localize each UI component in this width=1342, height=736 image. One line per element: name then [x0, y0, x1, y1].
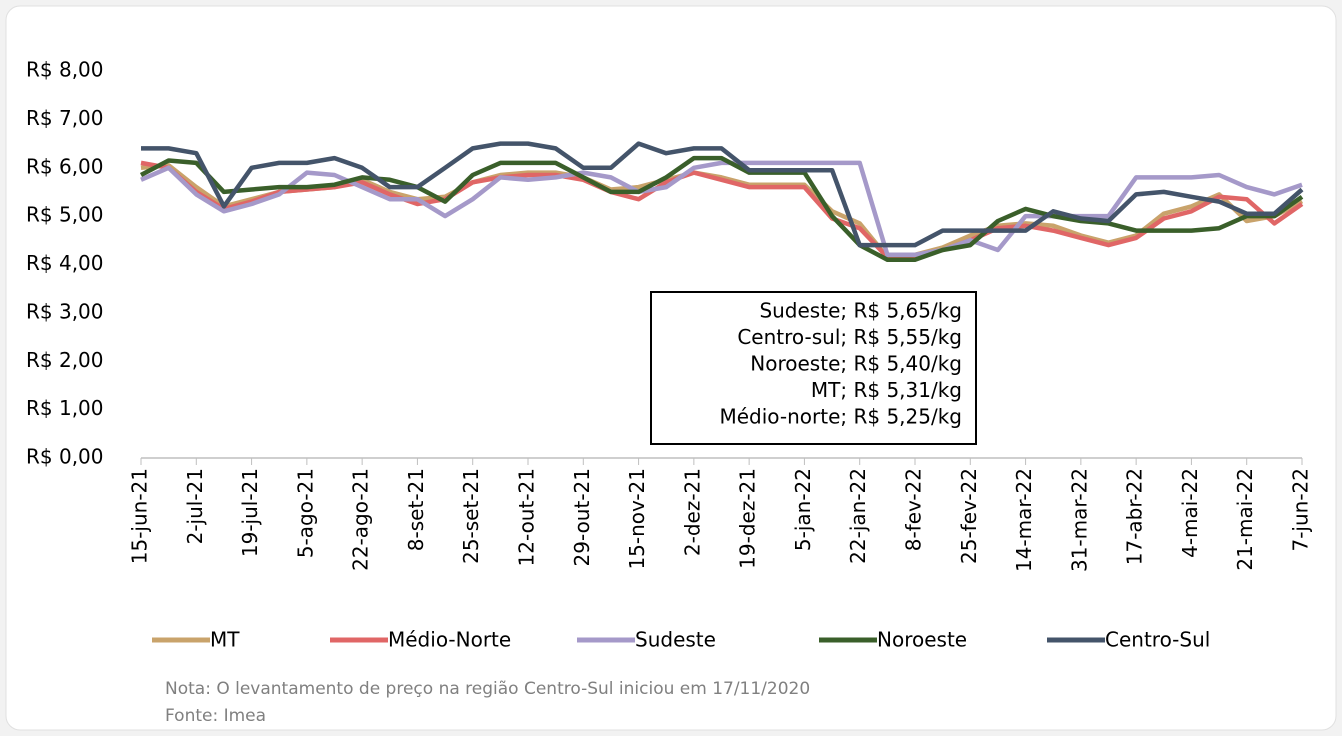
annotation-box: [650, 291, 977, 445]
x-tick-label: 8-fev-22: [902, 468, 926, 551]
x-tick-label: 25-fev-22: [957, 468, 981, 564]
x-tick-label: 2-dez-21: [680, 468, 704, 556]
y-tick-label: R$ 7,00: [26, 106, 104, 130]
x-tick-label: 4-mai-22: [1178, 468, 1202, 558]
legend-label: Médio-Norte: [388, 628, 511, 652]
x-tick-label: 5-jan-22: [791, 468, 815, 551]
note: Fonte: Imea: [165, 706, 266, 726]
legend-label: MT: [210, 628, 240, 652]
x-tick-label: 22-jan-22: [846, 468, 870, 564]
x-tick-label: 14-mar-22: [1012, 468, 1036, 572]
y-tick-label: R$ 1,00: [26, 396, 104, 420]
x-tick-label: 21-mai-22: [1233, 468, 1257, 571]
x-tick-label: 7-jun-22: [1289, 468, 1313, 552]
annotation: Centro-sul; R$ 5,55/kg: [737, 325, 962, 349]
x-tick-label: 12-out-21: [515, 468, 539, 566]
legend-label: Centro-Sul: [1105, 628, 1210, 652]
annotation: Sudeste; R$ 5,65/kg: [759, 299, 962, 323]
y-tick-label: R$ 5,00: [26, 203, 104, 227]
series-line: [141, 141, 1304, 248]
y-tick-label: R$ 2,00: [26, 348, 104, 372]
x-tick-label: 8-set-21: [404, 468, 428, 551]
note: Nota: O levantamento de preço na região …: [165, 679, 810, 699]
series-line: [140, 160, 1304, 260]
x-tick-label: 15-nov-21: [625, 468, 649, 570]
y-tick-label: R$ 8,00: [26, 58, 104, 82]
x-tick-label: 29-out-21: [570, 468, 594, 566]
x-tick-label: 25-set-21: [459, 468, 483, 564]
series-line: [139, 155, 1304, 262]
y-tick-label: R$ 6,00: [26, 154, 104, 178]
x-tick-label: 17-abr-22: [1123, 468, 1147, 565]
y-tick-label: R$ 4,00: [26, 251, 104, 275]
x-tick-label: 22-ago-21: [349, 468, 373, 571]
annotation: Médio-norte; R$ 5,25/kg: [719, 405, 962, 429]
legend-label: Noroeste: [877, 628, 967, 652]
x-tick-label: 5-ago-21: [293, 468, 317, 558]
legend-label: Sudeste: [635, 628, 716, 652]
series-line: [140, 160, 1303, 258]
x-tick-label: 19-jul-21: [238, 468, 262, 557]
annotation: MT; R$ 5,31/kg: [811, 378, 962, 402]
x-tick-label: 2-jul-21: [183, 468, 207, 544]
x-tick-label: 31-mar-22: [1067, 468, 1091, 572]
annotation: Noroeste; R$ 5,40/kg: [750, 352, 962, 376]
x-tick-label: 15-jun-21: [128, 468, 152, 564]
y-tick-label: R$ 3,00: [26, 299, 104, 323]
x-tick-label: 19-dez-21: [736, 468, 760, 569]
y-tick-label: R$ 0,00: [26, 445, 104, 469]
